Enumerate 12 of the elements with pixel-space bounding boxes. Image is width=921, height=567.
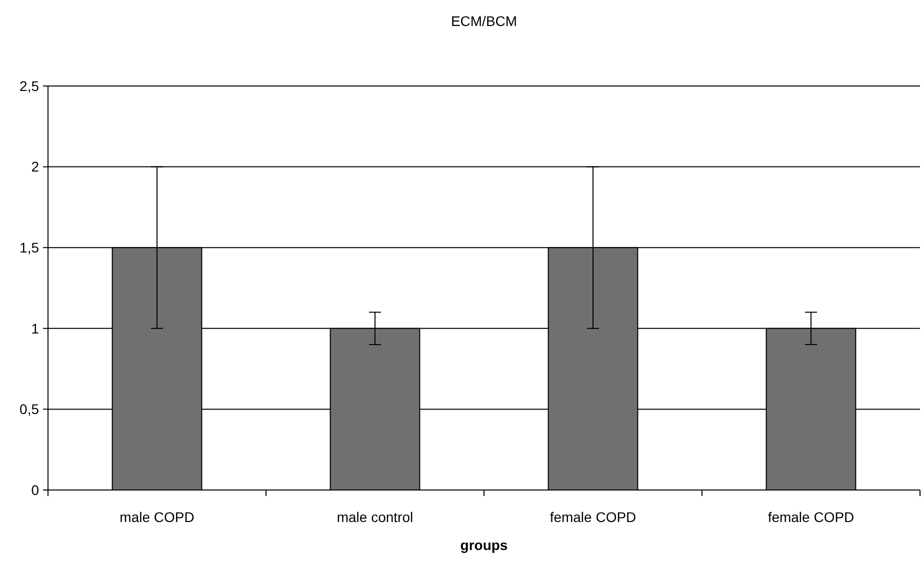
y-tick-label: 0,5 bbox=[20, 401, 40, 418]
chart-title: ECM/BCM bbox=[450, 13, 518, 29]
x-tick-label: male COPD bbox=[120, 509, 194, 525]
x-tick-label: female COPD bbox=[550, 509, 636, 525]
y-tick-label: 0 bbox=[31, 482, 40, 498]
x-tick-label: male control bbox=[336, 509, 414, 525]
x-tick-label: female COPD bbox=[768, 509, 854, 525]
y-tick-label: 2 bbox=[31, 158, 40, 175]
y-tick-label: 2,5 bbox=[20, 78, 40, 94]
x-axis-title: groups bbox=[460, 537, 508, 553]
y-tick-label: 1,5 bbox=[20, 240, 40, 256]
y-tick-label: 1 bbox=[31, 320, 40, 336]
